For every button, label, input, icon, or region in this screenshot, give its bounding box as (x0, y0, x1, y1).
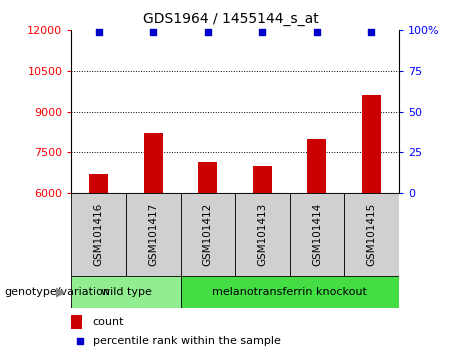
Bar (362, 95, 381, 193)
Text: GSM101417: GSM101417 (148, 203, 158, 266)
Bar (89, 174, 108, 193)
Bar (144, 133, 163, 193)
Text: GSM101412: GSM101412 (203, 203, 213, 266)
Bar (290, 193, 344, 276)
Bar (71, 315, 82, 329)
Point (76, 338, 83, 343)
Bar (344, 193, 399, 276)
Bar (198, 162, 218, 193)
Text: ▶: ▶ (56, 286, 65, 298)
Bar (307, 139, 326, 193)
Bar (253, 166, 272, 193)
Point (313, 29, 321, 35)
Text: GSM101415: GSM101415 (366, 203, 377, 266)
Text: GSM101413: GSM101413 (257, 203, 267, 266)
Bar (235, 193, 290, 276)
Text: GDS1964 / 1455144_s_at: GDS1964 / 1455144_s_at (142, 12, 319, 27)
Text: melanotransferrin knockout: melanotransferrin knockout (212, 287, 367, 297)
Point (259, 29, 266, 35)
Bar (181, 276, 399, 308)
Text: wild type: wild type (100, 287, 152, 297)
Text: count: count (93, 318, 124, 327)
Text: GSM101414: GSM101414 (312, 203, 322, 266)
Text: genotype/variation: genotype/variation (5, 287, 111, 297)
Bar (71, 276, 181, 308)
Text: GSM101416: GSM101416 (94, 203, 104, 266)
Point (149, 29, 157, 35)
Bar (181, 193, 235, 276)
Bar (71, 193, 126, 276)
Point (368, 29, 375, 35)
Point (95, 29, 102, 35)
Text: percentile rank within the sample: percentile rank within the sample (93, 336, 281, 346)
Point (204, 29, 212, 35)
Bar (126, 193, 181, 276)
